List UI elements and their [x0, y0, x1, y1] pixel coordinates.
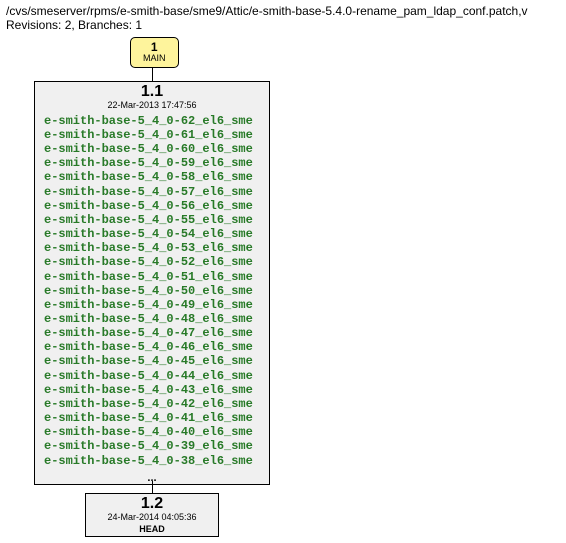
- tag-entry: e-smith-base-5_4_0-50_el6_sme: [44, 284, 260, 298]
- tag-entry: e-smith-base-5_4_0-44_el6_sme: [44, 369, 260, 383]
- tag-entry: e-smith-base-5_4_0-54_el6_sme: [44, 227, 260, 241]
- tag-entry: e-smith-base-5_4_0-45_el6_sme: [44, 354, 260, 368]
- tag-entry: e-smith-base-5_4_0-40_el6_sme: [44, 425, 260, 439]
- tag-entry: e-smith-base-5_4_0-48_el6_sme: [44, 312, 260, 326]
- tag-entry: e-smith-base-5_4_0-60_el6_sme: [44, 142, 260, 156]
- tag-entry: e-smith-base-5_4_0-56_el6_sme: [44, 199, 260, 213]
- tag-entry: e-smith-base-5_4_0-42_el6_sme: [44, 397, 260, 411]
- revision-1.1-box[interactable]: 1.1 22-Mar-2013 17:47:56 e-smith-base-5_…: [34, 81, 270, 485]
- rev2-label: HEAD: [86, 524, 218, 536]
- tag-entry: e-smith-base-5_4_0-49_el6_sme: [44, 298, 260, 312]
- branch-number: 1: [143, 41, 166, 54]
- tag-entry: e-smith-base-5_4_0-61_el6_sme: [44, 128, 260, 142]
- tag-entry: e-smith-base-5_4_0-46_el6_sme: [44, 340, 260, 354]
- rev1-number: 1.1: [35, 82, 269, 100]
- branch-label: MAIN: [143, 54, 166, 64]
- repo-path: /cvs/smeserver/rpms/e-smith-base/sme9/At…: [6, 4, 560, 18]
- connector-rev1-to-rev2: [152, 481, 153, 493]
- rev2-number: 1.2: [86, 494, 218, 512]
- tag-entry: e-smith-base-5_4_0-58_el6_sme: [44, 170, 260, 184]
- header: /cvs/smeserver/rpms/e-smith-base/sme9/At…: [0, 0, 566, 35]
- tag-entry: e-smith-base-5_4_0-38_el6_sme: [44, 454, 260, 468]
- tag-entry: e-smith-base-5_4_0-53_el6_sme: [44, 241, 260, 255]
- tag-entry: e-smith-base-5_4_0-59_el6_sme: [44, 156, 260, 170]
- branch-main-box[interactable]: 1 MAIN: [130, 37, 179, 68]
- tag-entry: e-smith-base-5_4_0-57_el6_sme: [44, 185, 260, 199]
- tag-entry: e-smith-base-5_4_0-39_el6_sme: [44, 439, 260, 453]
- tag-entry: e-smith-base-5_4_0-47_el6_sme: [44, 326, 260, 340]
- graph-canvas: 1 MAIN 1.1 22-Mar-2013 17:47:56 e-smith-…: [0, 35, 566, 540]
- tag-entry: e-smith-base-5_4_0-62_el6_sme: [44, 114, 260, 128]
- tag-entry: e-smith-base-5_4_0-55_el6_sme: [44, 213, 260, 227]
- rev2-date: 24-Mar-2014 04:05:36: [86, 512, 218, 524]
- tag-entry: e-smith-base-5_4_0-41_el6_sme: [44, 411, 260, 425]
- tag-entry: e-smith-base-5_4_0-52_el6_sme: [44, 255, 260, 269]
- tag-entry: e-smith-base-5_4_0-43_el6_sme: [44, 383, 260, 397]
- revision-1.2-box[interactable]: 1.2 24-Mar-2014 04:05:36 HEAD: [85, 493, 219, 537]
- tag-entry: e-smith-base-5_4_0-51_el6_sme: [44, 270, 260, 284]
- rev1-tags: e-smith-base-5_4_0-62_el6_smee-smith-bas…: [35, 112, 269, 472]
- revisions-summary: Revisions: 2, Branches: 1: [6, 18, 560, 32]
- rev1-date: 22-Mar-2013 17:47:56: [35, 100, 269, 112]
